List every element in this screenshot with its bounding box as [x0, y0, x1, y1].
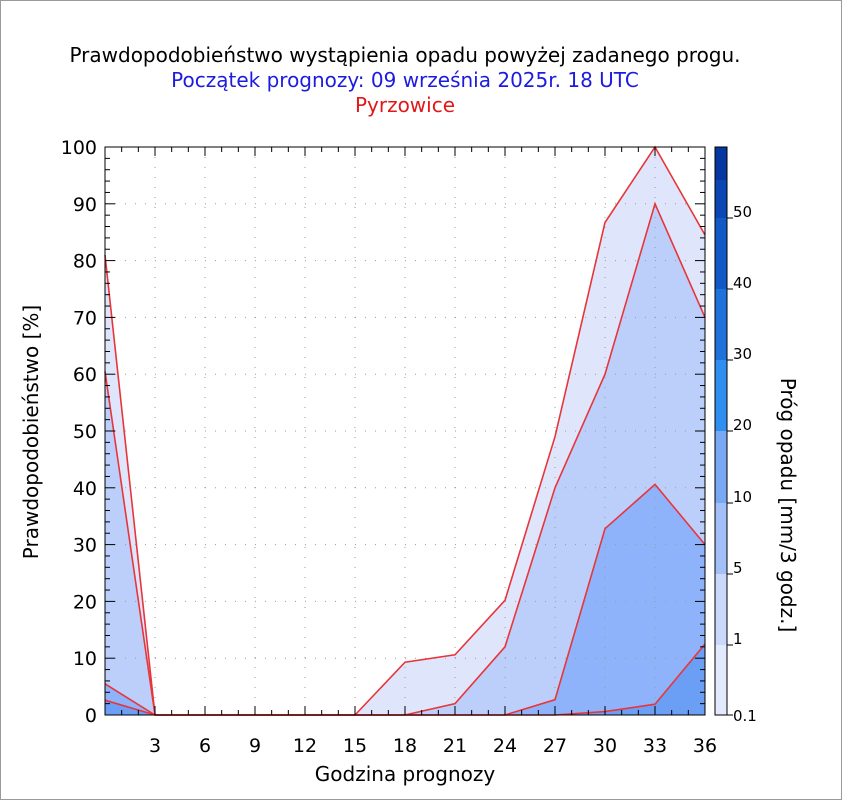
x-tick-label-9: 9: [249, 735, 261, 757]
x-tick-label-30: 30: [593, 735, 617, 757]
x-tick-label-27: 27: [543, 735, 567, 757]
area-threshold-10: [105, 644, 705, 715]
colorbar-block-8: [715, 147, 727, 180]
y-tick-label-40: 40: [73, 478, 97, 500]
colorbar-label-30: 30: [733, 345, 752, 363]
colorbar-block-3: [715, 431, 727, 503]
colorbar-block-5: [715, 289, 727, 360]
chart-location: Pyrzowice: [355, 93, 455, 117]
colorbar-label-1: 1: [733, 630, 743, 648]
axis-ticks: 3 6 9 12 15 18 21 24 27 30 33 360102030405060708090…: [61, 137, 717, 757]
x-tick-label-12: 12: [293, 735, 317, 757]
colorbar-label-40: 40: [733, 274, 752, 292]
colorbar-block-0: [715, 645, 727, 715]
grid-dots: [105, 147, 705, 715]
y-tick-label-10: 10: [73, 648, 97, 670]
y-tick-label-20: 20: [73, 591, 97, 613]
colorbar-label-50: 50: [733, 203, 752, 221]
y-tick-label-50: 50: [73, 421, 97, 443]
x-tick-label-18: 18: [393, 735, 417, 757]
x-tick-label-3: 3: [149, 735, 161, 757]
colorbar-label-10: 10: [733, 488, 752, 506]
colorbar-label-5: 5: [733, 559, 743, 577]
colorbar-block-7: [715, 180, 727, 218]
y-tick-label-70: 70: [73, 307, 97, 329]
colorbar-label-0.1: 0.1: [733, 707, 757, 725]
colorbar-block-2: [715, 503, 727, 574]
y-tick-label-30: 30: [73, 535, 97, 557]
colorbar-label: Próg opadu [mm/3 godz.]: [776, 378, 800, 633]
colorbar-block-6: [715, 218, 727, 289]
chart-subtitle: Początek prognozy: 09 września 2025r. 18…: [171, 68, 639, 92]
x-tick-label-6: 6: [199, 735, 211, 757]
colorbar-label-20: 20: [733, 416, 752, 434]
colorbar-block-4: [715, 360, 727, 431]
x-tick-label-24: 24: [493, 735, 517, 757]
x-tick-label-21: 21: [443, 735, 467, 757]
y-tick-label-0: 0: [85, 705, 97, 727]
x-axis-label: Godzina prognozy: [315, 762, 496, 786]
y-tick-label-90: 90: [73, 194, 97, 216]
chart-title: Prawdopodobieństwo wystąpienia opadu pow…: [69, 43, 740, 67]
y-tick-label-80: 80: [73, 251, 97, 273]
x-tick-label-36: 36: [693, 735, 717, 757]
x-tick-label-33: 33: [643, 735, 667, 757]
x-tick-label-15: 15: [343, 735, 367, 757]
y-tick-label-60: 60: [73, 364, 97, 386]
y-tick-label-100: 100: [61, 137, 97, 159]
colorbar: 0.1 1 5 10 20 30 40 50: [714, 146, 757, 725]
colorbar-block-1: [715, 574, 727, 645]
y-axis-label: Prawdopodobieństwo [%]: [19, 305, 43, 559]
